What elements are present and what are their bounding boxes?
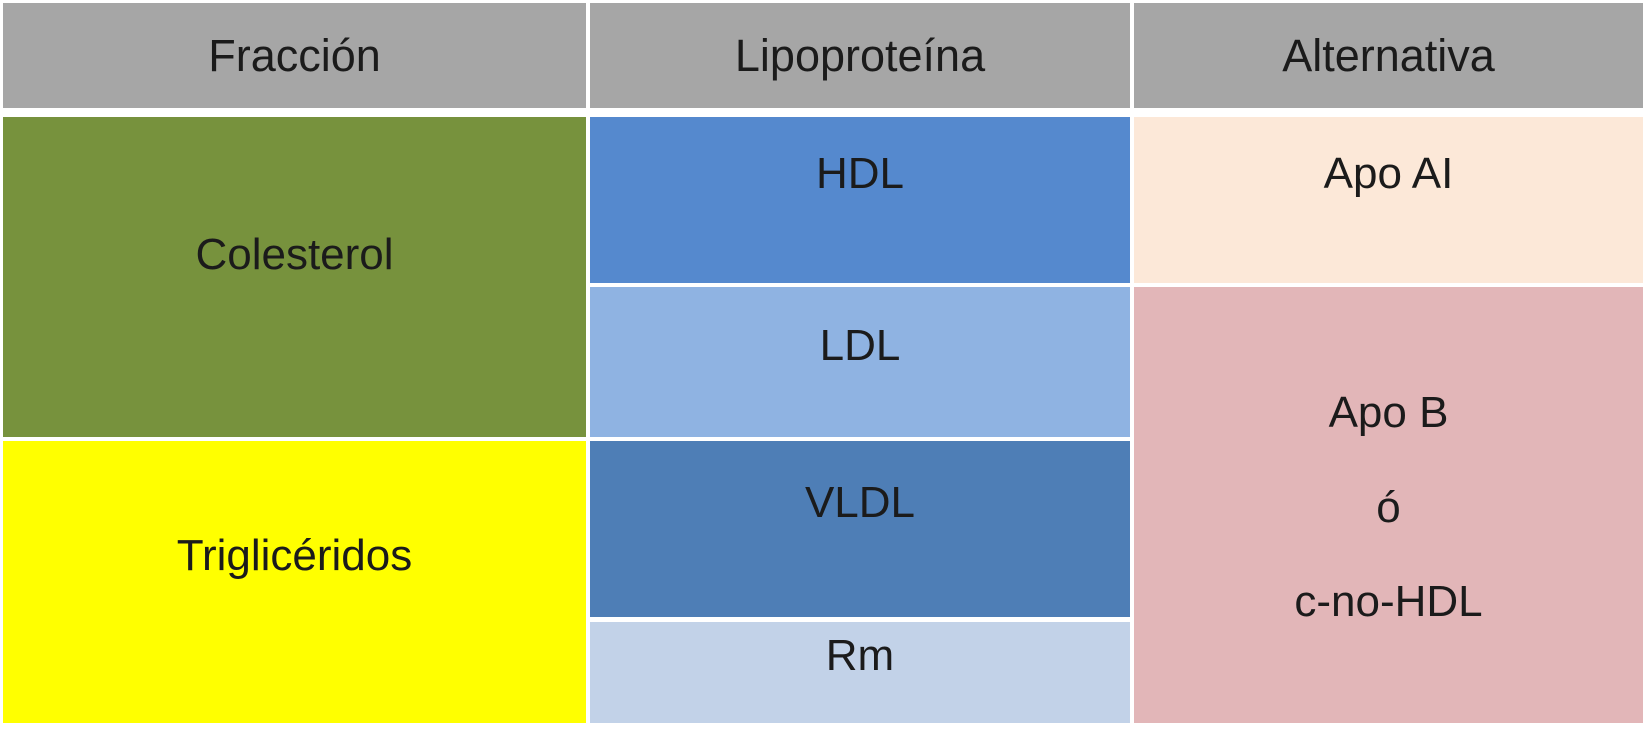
cell-alternativa-apo-b: Apo B ó c-no-HDL — [1134, 287, 1643, 723]
cell-fraccion-trigliceridos: Triglicéridos — [3, 441, 586, 723]
apo-b-line-2: ó — [1376, 482, 1401, 532]
apo-b-line-3: c-no-HDL — [1294, 577, 1483, 627]
cell-fraccion-colesterol: Colesterol — [3, 117, 586, 437]
cell-lipoproteina-vldl: VLDL — [590, 441, 1130, 617]
cell-lipoproteina-rm: Rm — [590, 622, 1130, 723]
header-lipoproteina: Lipoproteína — [590, 3, 1130, 108]
cell-alternativa-apo-ai: Apo AI — [1134, 117, 1643, 283]
header-alternativa: Alternativa — [1134, 3, 1643, 108]
apo-b-line-1: Apo B — [1328, 388, 1449, 438]
header-fraccion: Fracción — [3, 3, 586, 108]
cell-lipoproteina-hdl: HDL — [590, 117, 1130, 283]
cell-lipoproteina-ldl: LDL — [590, 287, 1130, 437]
